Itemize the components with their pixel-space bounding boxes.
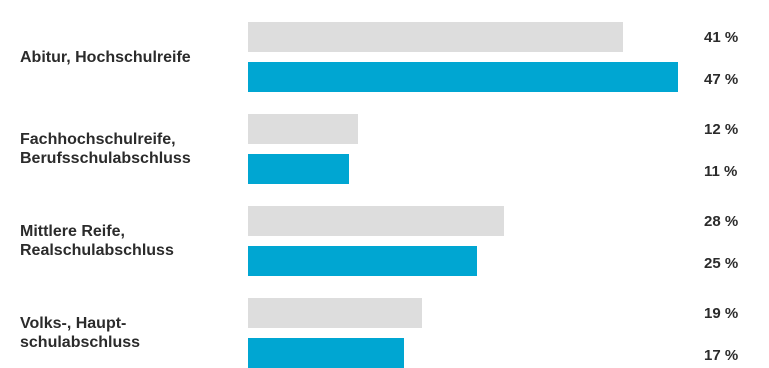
category-label: Abitur, Hochschulreife xyxy=(20,48,191,66)
category-label: Volks-, Haupt- schulabschluss xyxy=(20,315,141,351)
bar xyxy=(248,154,349,184)
value-label: 19 % xyxy=(704,305,739,322)
bar xyxy=(248,114,358,144)
value-label: 25 % xyxy=(704,255,739,272)
value-label: 17 % xyxy=(704,347,739,364)
value-label: 28 % xyxy=(704,213,739,230)
category-label: Mittlere Reife, Realschulabschluss xyxy=(20,223,174,259)
bar xyxy=(248,62,678,92)
value-label: 12 % xyxy=(704,121,739,138)
bar xyxy=(248,246,477,276)
value-label: 11 % xyxy=(704,163,738,180)
bar xyxy=(248,206,505,236)
bar xyxy=(248,298,422,328)
value-label: 47 % xyxy=(704,71,739,88)
value-label: 41 % xyxy=(704,29,739,46)
category-label: Fachhochschulreife, Berufsschulabschluss xyxy=(20,131,191,167)
bar xyxy=(248,22,624,52)
bar xyxy=(248,338,404,368)
